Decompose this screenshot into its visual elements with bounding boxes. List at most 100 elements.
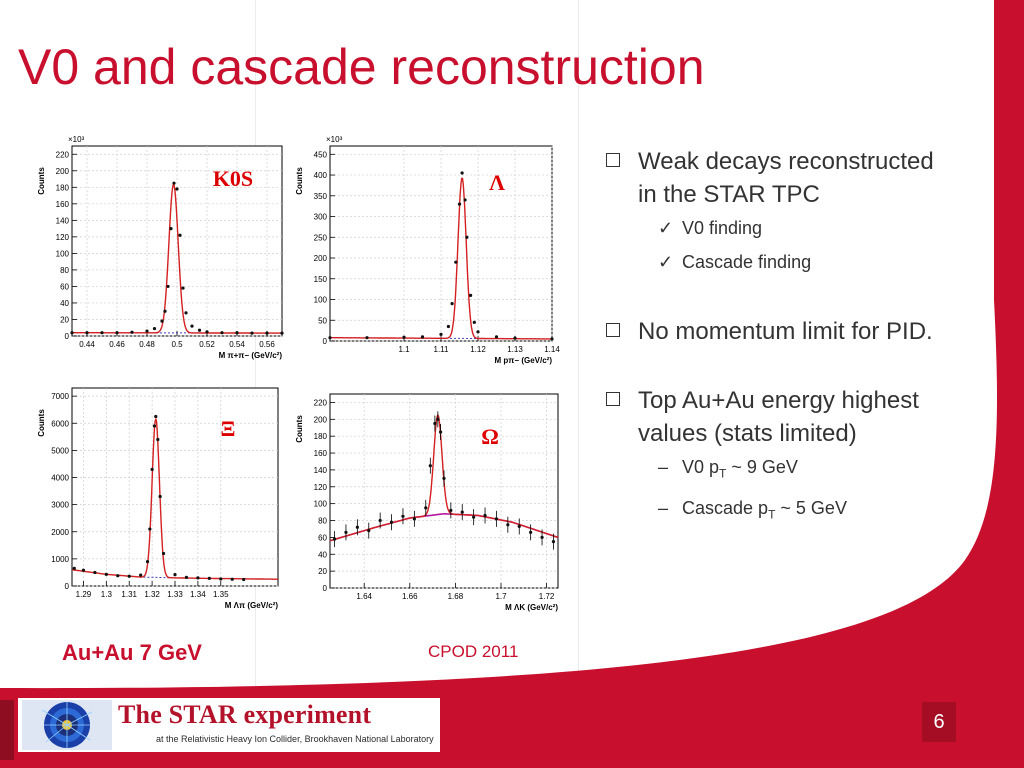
y-tick-label: 120 xyxy=(56,233,70,242)
bullet-text: No momentum limit for PID. xyxy=(638,318,933,345)
conference-caption: CPOD 2011 xyxy=(428,642,519,661)
data-point xyxy=(454,260,458,264)
x-tick-label: 1.14 xyxy=(544,345,560,354)
data-point xyxy=(436,417,440,421)
data-point xyxy=(163,309,167,313)
y-tick-label: 100 xyxy=(314,500,328,509)
x-tick-label: 0.48 xyxy=(139,340,155,349)
y-tick-label: 0 xyxy=(65,582,70,591)
y-tick-label: 2000 xyxy=(51,528,69,537)
data-point xyxy=(85,331,89,335)
x-axis-label: M ΛK (GeV/c²) xyxy=(505,603,558,612)
data-point xyxy=(265,331,269,335)
data-point xyxy=(197,328,202,332)
data-point xyxy=(449,508,453,512)
y-tick-label: 60 xyxy=(60,282,69,291)
data-point xyxy=(365,336,369,340)
data-point xyxy=(438,430,443,434)
data-point xyxy=(494,335,499,339)
data-point xyxy=(184,575,189,579)
y-tick-label: 180 xyxy=(56,183,70,192)
x-tick-label: 1.33 xyxy=(167,590,183,599)
data-point xyxy=(517,524,521,529)
x-tick-label: 1.66 xyxy=(402,592,418,601)
data-point xyxy=(190,324,194,328)
data-point xyxy=(389,520,394,524)
y-tick-label: 3000 xyxy=(51,501,69,510)
data-point xyxy=(178,233,182,237)
particle-label: Ξ xyxy=(221,416,236,441)
data-point xyxy=(472,320,476,324)
particle-label: Λ xyxy=(489,170,505,195)
checkmark-icon: ✓ xyxy=(658,218,674,238)
x-tick-label: 0.46 xyxy=(109,340,125,349)
data-point xyxy=(172,181,176,185)
x-tick-label: 1.64 xyxy=(356,592,372,601)
data-point xyxy=(412,517,416,521)
y-tick-label: 160 xyxy=(56,200,70,209)
dash-bullet-icon: – xyxy=(658,457,669,477)
data-point xyxy=(220,331,224,335)
data-point xyxy=(154,414,158,419)
bullet-text: Top Au+Au energy highest values (stats l… xyxy=(638,387,919,447)
y-tick-label: 350 xyxy=(314,192,328,201)
square-bullet-icon xyxy=(606,153,620,167)
y-tick-label: 220 xyxy=(56,150,70,159)
data-point xyxy=(130,330,134,334)
y-tick-label: 40 xyxy=(318,550,327,559)
y-tick-label: 100 xyxy=(314,296,328,305)
x-tick-label: 0.54 xyxy=(229,340,245,349)
page-title: V0 and cascade reconstruction xyxy=(18,39,705,95)
data-point xyxy=(332,537,337,541)
x-tick-label: 1.32 xyxy=(144,590,160,599)
logo-title: The STAR experiment xyxy=(118,700,372,729)
data-point xyxy=(72,566,76,570)
y-tick-label: 200 xyxy=(314,415,328,424)
x-axis-label: M Λπ (GeV/c²) xyxy=(225,601,279,610)
omega-mass-plot: 0 20 40 60 80 100 120 140 160 180 200 220 1.64 1.66 1.… xyxy=(295,393,559,612)
x-axis-label: M pπ− (GeV/c²) xyxy=(495,356,553,365)
data-point xyxy=(173,573,177,577)
data-point xyxy=(207,576,211,581)
y-tick-label: 120 xyxy=(314,483,328,492)
star-logo-banner: The STAR experiment at the Relativistic … xyxy=(18,698,440,752)
sub-bullet-item: ✓ Cascade finding xyxy=(604,245,944,279)
data-point xyxy=(439,332,443,336)
data-point xyxy=(115,331,119,335)
data-point xyxy=(242,577,246,582)
y-tick-label: 60 xyxy=(318,533,327,542)
x-tick-label: 1.7 xyxy=(495,592,507,601)
sub-bullet-item: ✓ V0 finding xyxy=(604,211,944,245)
y-tick-label: 1000 xyxy=(51,555,69,564)
data-point xyxy=(551,540,556,544)
y-tick-label: 0 xyxy=(323,337,328,346)
bullet-item: No momentum limit for PID. xyxy=(604,315,944,348)
data-point xyxy=(450,302,454,306)
x-tick-label: 1.1 xyxy=(398,345,410,354)
data-point xyxy=(184,311,188,315)
data-point xyxy=(150,467,154,471)
y-tick-label: 300 xyxy=(314,213,328,222)
logo-subtitle: at the Relativistic Heavy Ion Collider, … xyxy=(156,734,434,744)
y-axis-label: Counts xyxy=(295,167,304,195)
data-point xyxy=(169,227,173,231)
y-tick-label: 140 xyxy=(56,216,70,225)
sub-bullet-item: – Cascade pT ~ 5 GeV xyxy=(604,491,944,532)
data-point xyxy=(420,335,425,339)
y-tick-label: 180 xyxy=(314,432,328,441)
square-bullet-icon xyxy=(606,392,620,406)
sub-bullet-item: – V0 pT ~ 9 GeV xyxy=(604,450,944,491)
data-point xyxy=(460,510,464,514)
particle-label: K0S xyxy=(213,166,253,191)
data-point xyxy=(181,286,185,290)
y-tick-label: 80 xyxy=(60,266,69,275)
data-point xyxy=(469,293,473,297)
particle-label: Ω xyxy=(481,424,499,449)
data-point xyxy=(104,572,108,576)
data-point xyxy=(280,331,284,335)
y-axis-label: Counts xyxy=(37,167,46,195)
y-tick-label: 5000 xyxy=(51,446,69,455)
data-point xyxy=(476,330,480,334)
y-tick-label: 200 xyxy=(56,167,70,176)
